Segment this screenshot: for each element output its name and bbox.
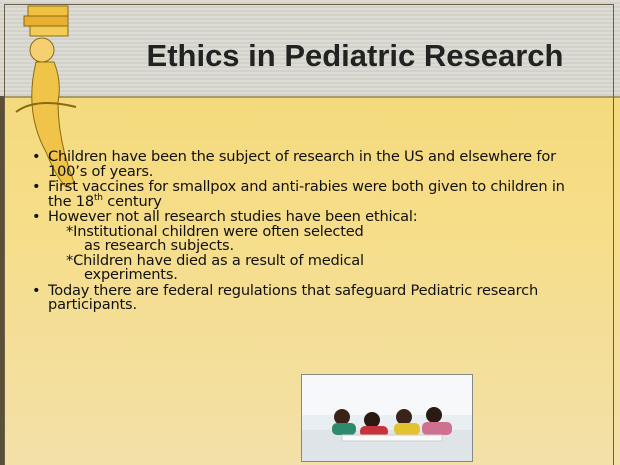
bullet: • First vaccines for smallpox and anti-ra… xyxy=(30,178,570,210)
title-band xyxy=(0,0,620,98)
photo xyxy=(301,374,473,462)
bullet: • Today there are federal regulations tha… xyxy=(30,281,570,313)
bullet-dot: • xyxy=(32,281,41,299)
bullet-dot: • xyxy=(32,178,41,195)
sub-item-line: *Institutional children were often selec… xyxy=(66,222,364,240)
bullet: • Children have been the subject of resea… xyxy=(30,148,570,180)
bullet-list: • Children have been the subject of resea… xyxy=(30,148,570,314)
sub-item: *Institutional children were often selec… xyxy=(48,222,570,254)
bullet-text: First vaccines for smallpox and anti-rab… xyxy=(48,178,565,210)
superscript: th xyxy=(93,192,103,203)
bullet: • However not all research studies have b… xyxy=(30,208,570,283)
sub-item: *Children have died as a result of medic… xyxy=(48,251,570,283)
sub-item-line: as research subjects. xyxy=(84,237,234,254)
sub-item-line: *Children have died as a result of medic… xyxy=(66,251,364,269)
bullet-text-rest: century xyxy=(107,192,162,210)
slide-title: Ethics in Pediatric Research xyxy=(146,38,564,73)
bullet-text: Today there are federal regulations that… xyxy=(48,281,539,313)
bullet-text: However not all research studies have be… xyxy=(48,208,418,225)
sub-item-line: experiments. xyxy=(84,266,178,283)
book-figure xyxy=(15,5,77,188)
bullet-dot: • xyxy=(32,148,41,165)
left-border xyxy=(0,96,4,465)
photo-art xyxy=(302,375,472,461)
bullet-text: Children have been the subject of resear… xyxy=(48,148,556,180)
bullet-dot: • xyxy=(32,208,41,225)
